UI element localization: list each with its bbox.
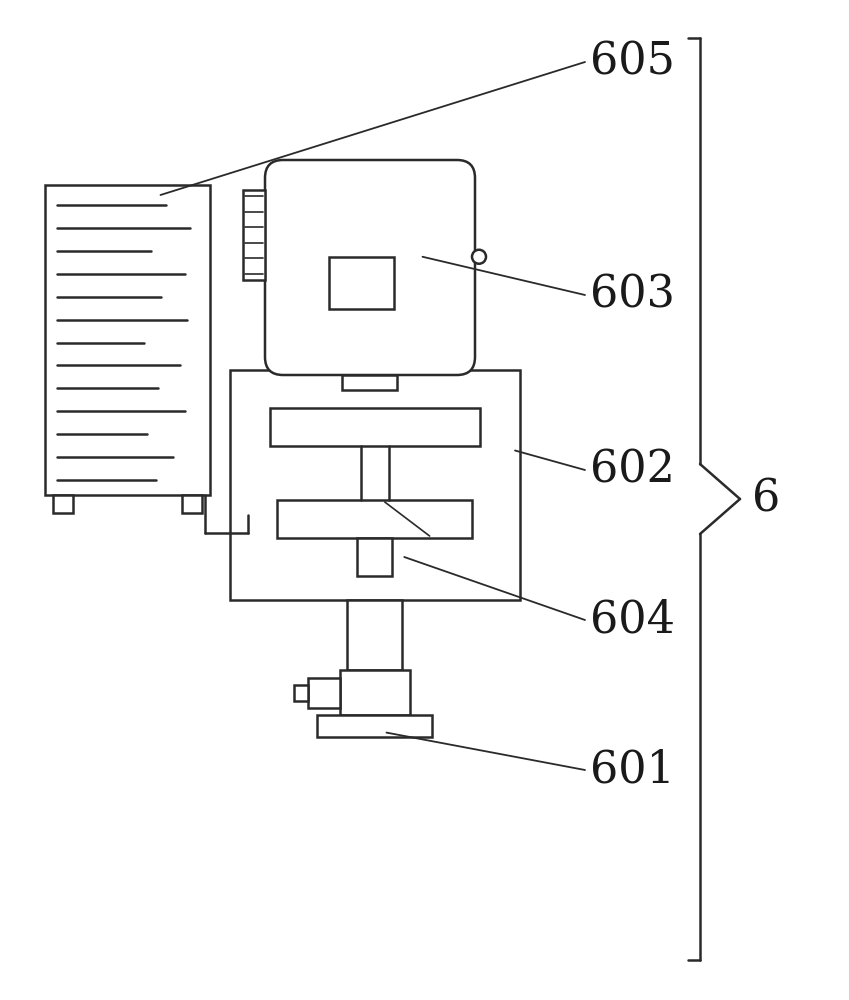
Bar	[318, 715, 432, 737]
Text: 602: 602	[590, 448, 675, 492]
Bar	[45, 185, 210, 495]
Circle shape	[472, 250, 486, 264]
Bar	[243, 190, 265, 280]
Bar	[53, 495, 73, 513]
FancyBboxPatch shape	[265, 160, 475, 375]
Text: 603: 603	[590, 273, 675, 317]
Bar	[340, 670, 410, 715]
Bar	[270, 408, 480, 446]
Text: 6: 6	[752, 477, 780, 521]
Text: 605: 605	[590, 40, 675, 84]
Bar	[347, 600, 402, 670]
Text: 604: 604	[590, 598, 675, 642]
Bar	[182, 495, 202, 513]
Bar	[357, 538, 392, 576]
Bar	[294, 685, 308, 701]
Bar	[230, 370, 520, 600]
Bar	[329, 257, 395, 309]
Bar	[278, 500, 473, 538]
Text: 601: 601	[590, 748, 675, 792]
Bar	[308, 678, 340, 708]
Bar	[342, 375, 397, 390]
